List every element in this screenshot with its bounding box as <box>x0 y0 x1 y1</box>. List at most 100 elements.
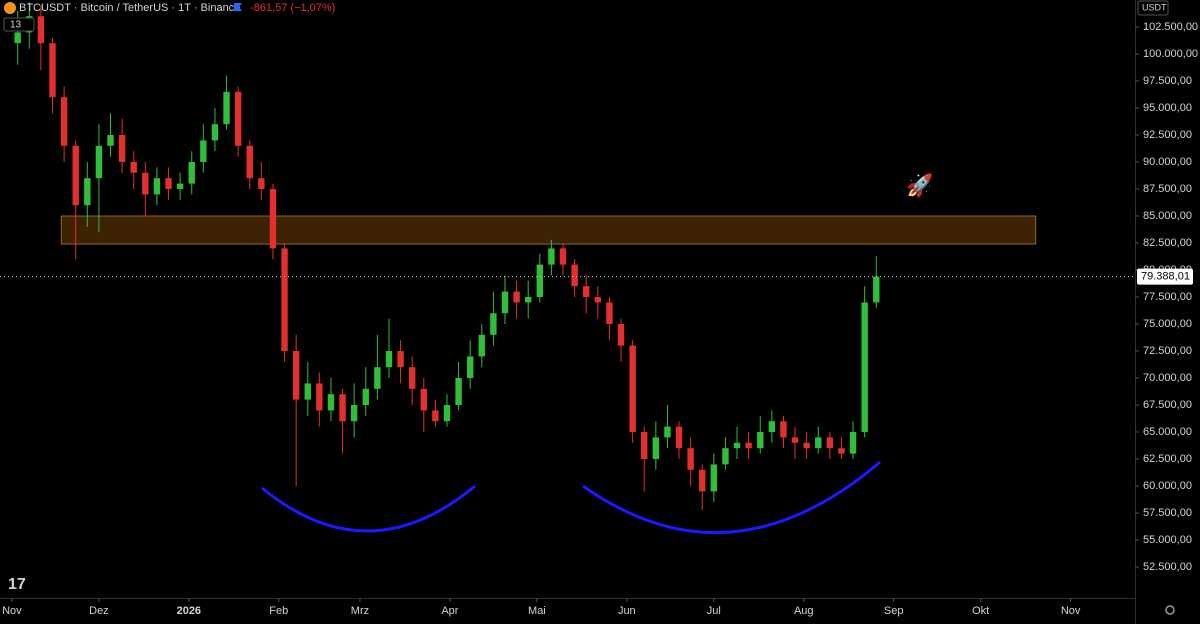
x-tick-label: Jul <box>707 605 721 617</box>
candle-body <box>385 351 393 368</box>
candle-body <box>571 264 578 287</box>
candle-body <box>350 405 358 422</box>
indicator-toggle[interactable] <box>3 17 35 32</box>
x-tick-label: Nov <box>1061 605 1081 617</box>
candle-body <box>815 437 822 449</box>
candle-body <box>536 264 543 298</box>
logo: 17 <box>8 576 26 593</box>
currency: USDT <box>1142 2 1167 12</box>
candle-body <box>49 43 56 98</box>
candle-body <box>176 183 184 190</box>
candle-body <box>548 248 555 265</box>
candle-body <box>234 91 242 146</box>
x-tick-label: Jun <box>618 605 636 617</box>
y-tick-label: 82.500,00 <box>1143 237 1192 249</box>
candle-body <box>95 145 103 179</box>
symbol-icon <box>4 2 16 14</box>
candle-body <box>60 97 68 146</box>
candle-body <box>525 297 532 303</box>
candle-body <box>652 437 660 460</box>
x-tick-label: Nov <box>2 605 22 617</box>
candle-body <box>606 302 613 325</box>
rocket-annotation: 🚀 <box>906 173 933 198</box>
last-price-box <box>1137 268 1193 285</box>
y-tick-label: 97.500,00 <box>1143 75 1192 87</box>
x-tick-label: Mrz <box>351 605 369 617</box>
y-tick-label: 65.000,00 <box>1143 426 1192 438</box>
candle-body <box>37 16 45 44</box>
x-tick-label: 2026 <box>177 605 201 617</box>
candle-body <box>687 448 694 470</box>
y-tick-label: 55.000,00 <box>1143 534 1192 546</box>
candle-body <box>583 286 590 298</box>
y-tick-label: 90.000,00 <box>1143 156 1192 168</box>
flag-icon <box>234 3 242 11</box>
y-tick-label: 75.000,00 <box>1143 318 1192 330</box>
candle-body <box>339 394 346 422</box>
candle-body <box>304 383 311 400</box>
candle-body <box>501 291 509 314</box>
y-tick-label: 70.000,00 <box>1143 372 1192 384</box>
x-tick-label: Sep <box>884 605 904 617</box>
y-tick-label: 102.500,00 <box>1143 21 1198 33</box>
candle-body <box>211 124 219 141</box>
candle-body <box>733 442 741 449</box>
candle-body <box>269 189 277 249</box>
candle-body <box>188 162 195 184</box>
candle-body <box>316 383 323 411</box>
candle-body <box>292 351 300 400</box>
candle-body <box>675 426 683 449</box>
candle-body <box>757 432 764 449</box>
x-tick-label: Okt <box>972 605 989 617</box>
y-tick-label: 77.500,00 <box>1143 291 1192 303</box>
candle-body <box>420 388 427 411</box>
candle-body <box>629 345 636 433</box>
candle-body <box>641 432 648 460</box>
candle-body <box>513 291 520 303</box>
candle-body <box>710 464 718 492</box>
candle-body <box>223 91 230 125</box>
y-tick-label: 60.000,00 <box>1143 480 1192 492</box>
candle-body <box>722 448 729 465</box>
candle-body <box>443 405 451 422</box>
y-tick-label: 67.500,00 <box>1143 399 1192 411</box>
candle-body <box>559 248 567 265</box>
candle-body <box>699 469 706 492</box>
x-tick-label: Dez <box>89 605 109 617</box>
candle-body <box>118 135 126 163</box>
candle-body <box>803 442 810 449</box>
symbol-title: BTCUSDT · Bitcoin / TetherUS · 1T · Bina… <box>19 2 240 14</box>
candle-body <box>861 302 868 433</box>
candle-body <box>72 145 79 206</box>
candle-body <box>374 367 381 389</box>
candle-body <box>153 178 161 195</box>
candle-body <box>780 421 787 438</box>
candle-body <box>617 324 625 346</box>
candle-body <box>408 367 416 389</box>
y-tick-label: 95.000,00 <box>1143 102 1192 114</box>
price-change: -861,57 (−1,07%) <box>250 2 335 14</box>
candle-body <box>768 421 776 433</box>
indicator-count: 13 <box>10 20 22 31</box>
candle-body <box>478 334 485 357</box>
candle-body <box>455 378 462 406</box>
x-tick-label: Mai <box>528 605 546 617</box>
candle-body <box>327 394 335 411</box>
candle-body <box>14 32 21 44</box>
x-tick-label: Apr <box>441 605 458 617</box>
candle-body <box>165 178 172 190</box>
candle-body <box>142 172 149 195</box>
y-tick-label: 57.500,00 <box>1143 507 1192 519</box>
candle-body <box>258 178 265 190</box>
x-tick-label: Aug <box>794 605 814 617</box>
candle-body <box>849 432 857 454</box>
y-tick-label: 62.500,00 <box>1143 453 1192 465</box>
y-tick-label: 100.000,00 <box>1143 48 1198 60</box>
currency-box[interactable] <box>1137 0 1169 16</box>
pattern-arc <box>582 460 881 534</box>
candle-body <box>246 145 253 179</box>
y-tick-label: 92.500,00 <box>1143 129 1192 141</box>
settings-icon[interactable] <box>1165 605 1175 615</box>
